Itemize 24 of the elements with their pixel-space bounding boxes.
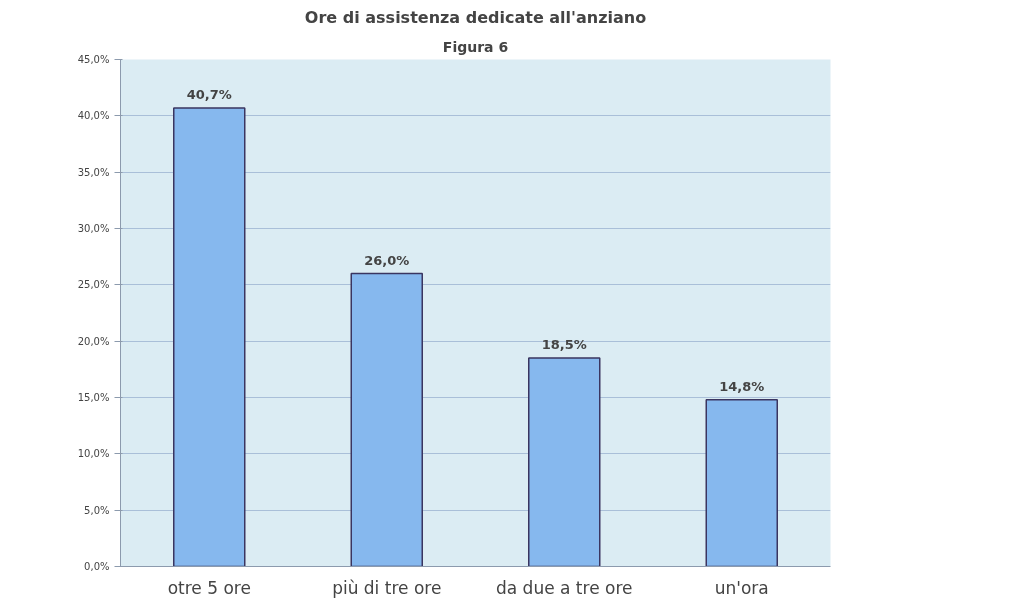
y-tick-label: 40,0% bbox=[77, 110, 110, 122]
chart-title: Ore di assistenza dedicate all'anziano bbox=[304, 7, 647, 27]
x-tick-label: otre 5 ore bbox=[167, 577, 251, 598]
data-label: 14,8% bbox=[719, 378, 765, 394]
data-label: 40,7% bbox=[186, 86, 232, 102]
bar bbox=[173, 107, 246, 567]
data-label: 26,0% bbox=[364, 252, 410, 268]
bar bbox=[705, 399, 778, 567]
y-tick-label: 10,0% bbox=[77, 448, 110, 460]
x-tick-label: da due a tre ore bbox=[496, 577, 633, 598]
y-tick-label: 20,0% bbox=[77, 335, 110, 347]
bar bbox=[350, 272, 423, 567]
text: Figura 6 bbox=[442, 38, 509, 55]
y-tick-label: 15,0% bbox=[77, 392, 110, 403]
x-tick-label: più di tre ore bbox=[332, 577, 442, 598]
y-tick-label: 0,0% bbox=[84, 561, 110, 572]
y-tick-label: 35,0% bbox=[77, 166, 110, 178]
x-tick-label: un'ora bbox=[714, 577, 769, 598]
bar bbox=[528, 357, 601, 567]
data-label: 18,5% bbox=[541, 337, 587, 353]
y-tick-label: 25,0% bbox=[77, 279, 110, 291]
y-tick-label: 45,0% bbox=[77, 54, 110, 65]
y-tick-label: 5,0% bbox=[84, 504, 110, 516]
y-tick-label: 30,0% bbox=[77, 223, 110, 234]
